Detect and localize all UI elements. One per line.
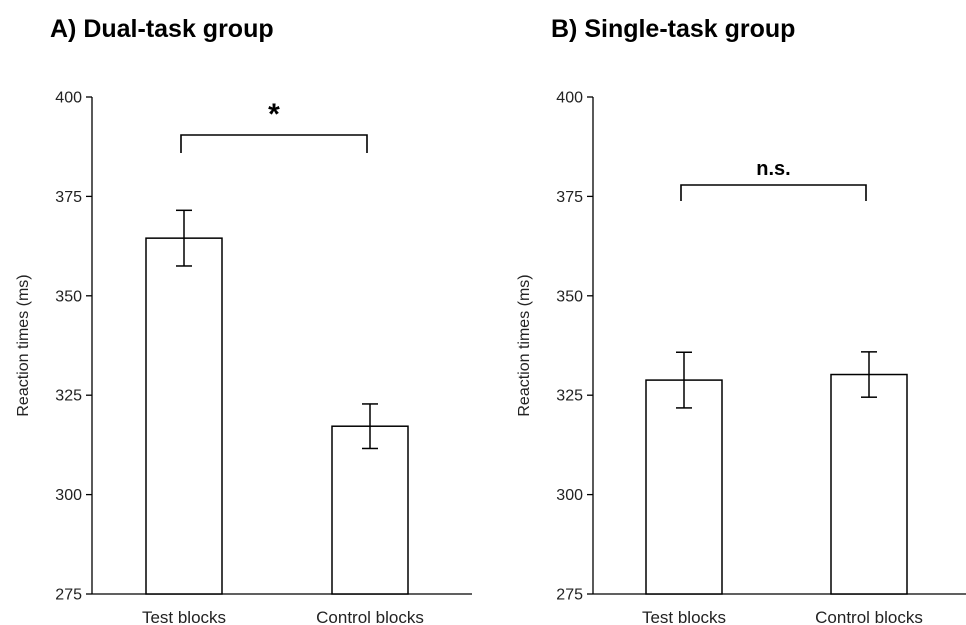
y-tick-label: 325 [55, 388, 82, 405]
significance-bracket [180, 134, 368, 153]
y-tick-label: 350 [55, 288, 82, 305]
y-tick-label: 275 [556, 587, 583, 604]
y-axis-label: Reaction times (ms) [15, 274, 32, 416]
x-category-label: Test blocks [142, 608, 226, 625]
chart-panel-b: B) Single-task group 275 300 325 350 375 400 Re… [516, 15, 966, 625]
y-tick-label: 275 [55, 587, 82, 604]
y-tick-label: 300 [556, 487, 583, 504]
y-tick-label: 400 [55, 90, 82, 107]
significance-bracket [680, 184, 867, 201]
significance-label: * [268, 98, 280, 131]
y-axis-label: Reaction times (ms) [516, 274, 533, 416]
y-tick-label: 300 [55, 487, 82, 504]
x-category-label: Control blocks [815, 608, 923, 625]
x-category-label: Control blocks [316, 608, 424, 625]
significance-label: n.s. [756, 158, 790, 180]
bar-control-blocks [830, 373, 908, 595]
y-tick-label: 325 [556, 388, 583, 405]
bar-test-blocks [145, 237, 223, 595]
chart-panel-a: A) Dual-task group 275 300 325 350 375 400 Reac… [15, 15, 472, 625]
bar-test-blocks [645, 379, 723, 595]
chart-title: B) Single-task group [551, 15, 795, 43]
y-tick-label: 400 [556, 90, 583, 107]
x-category-label: Test blocks [642, 608, 726, 625]
y-tick-label: 375 [556, 189, 583, 206]
bar-control-blocks [331, 425, 409, 595]
chart-title: A) Dual-task group [50, 15, 274, 43]
y-tick-label: 350 [556, 288, 583, 305]
y-tick-label: 375 [55, 189, 82, 206]
